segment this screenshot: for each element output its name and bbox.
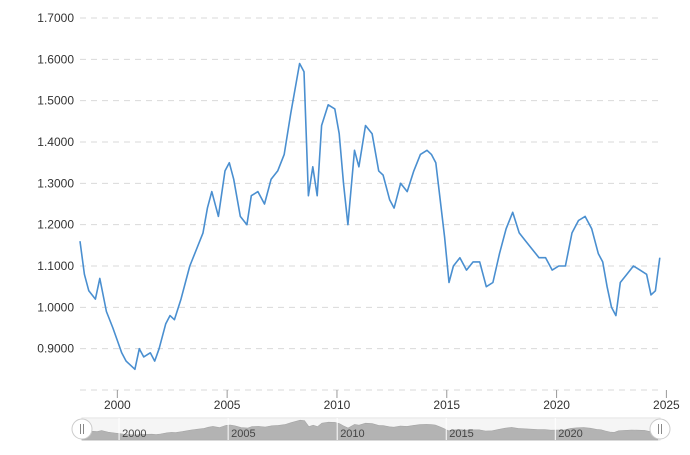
x-tick-label: 2015: [433, 398, 460, 412]
navigator-label: 2020: [558, 428, 582, 440]
x-tick-label: 2025: [653, 398, 680, 412]
y-tick-label: 1.3000: [37, 176, 74, 190]
navigator-label: 2000: [122, 428, 146, 440]
navigator-left-handle[interactable]: [71, 418, 93, 440]
pause-icon[interactable]: [71, 418, 93, 440]
pause-icon[interactable]: [649, 418, 671, 440]
y-tick-label: 1.4000: [37, 135, 74, 149]
series-line[interactable]: [79, 62, 661, 371]
y-tick-label: 0.9000: [37, 342, 74, 356]
navigator-mask: [82, 418, 660, 440]
range-navigator[interactable]: 2000 2005 2010 2015 2020: [71, 417, 671, 441]
y-tick-label: 1.6000: [37, 52, 74, 66]
y-tick-label: 1.2000: [37, 218, 74, 232]
y-tick-label: 1.1000: [37, 259, 74, 273]
navigator-label: 2015: [449, 428, 473, 440]
navigator-area: [81, 419, 659, 441]
x-tick-label: 2020: [543, 398, 570, 412]
gridlines: [80, 17, 662, 391]
x-axis: 2000 2005 2010 2015 2020 2025: [104, 390, 680, 412]
y-tick-label: 1.7000: [37, 11, 74, 25]
navigator-label: 2010: [340, 428, 364, 440]
x-tick-label: 2010: [324, 398, 351, 412]
y-tick-label: 1.5000: [37, 94, 74, 108]
x-tick-label: 2000: [104, 398, 131, 412]
y-tick-label: 1.0000: [37, 300, 74, 314]
y-axis: 0.9000 1.0000 1.1000 1.2000 1.3000 1.4000 1.50…: [37, 11, 74, 356]
navigator-right-handle[interactable]: [649, 418, 671, 440]
navigator-label: 2005: [231, 428, 255, 440]
x-tick-label: 2005: [214, 398, 241, 412]
plot-area[interactable]: [79, 62, 661, 371]
